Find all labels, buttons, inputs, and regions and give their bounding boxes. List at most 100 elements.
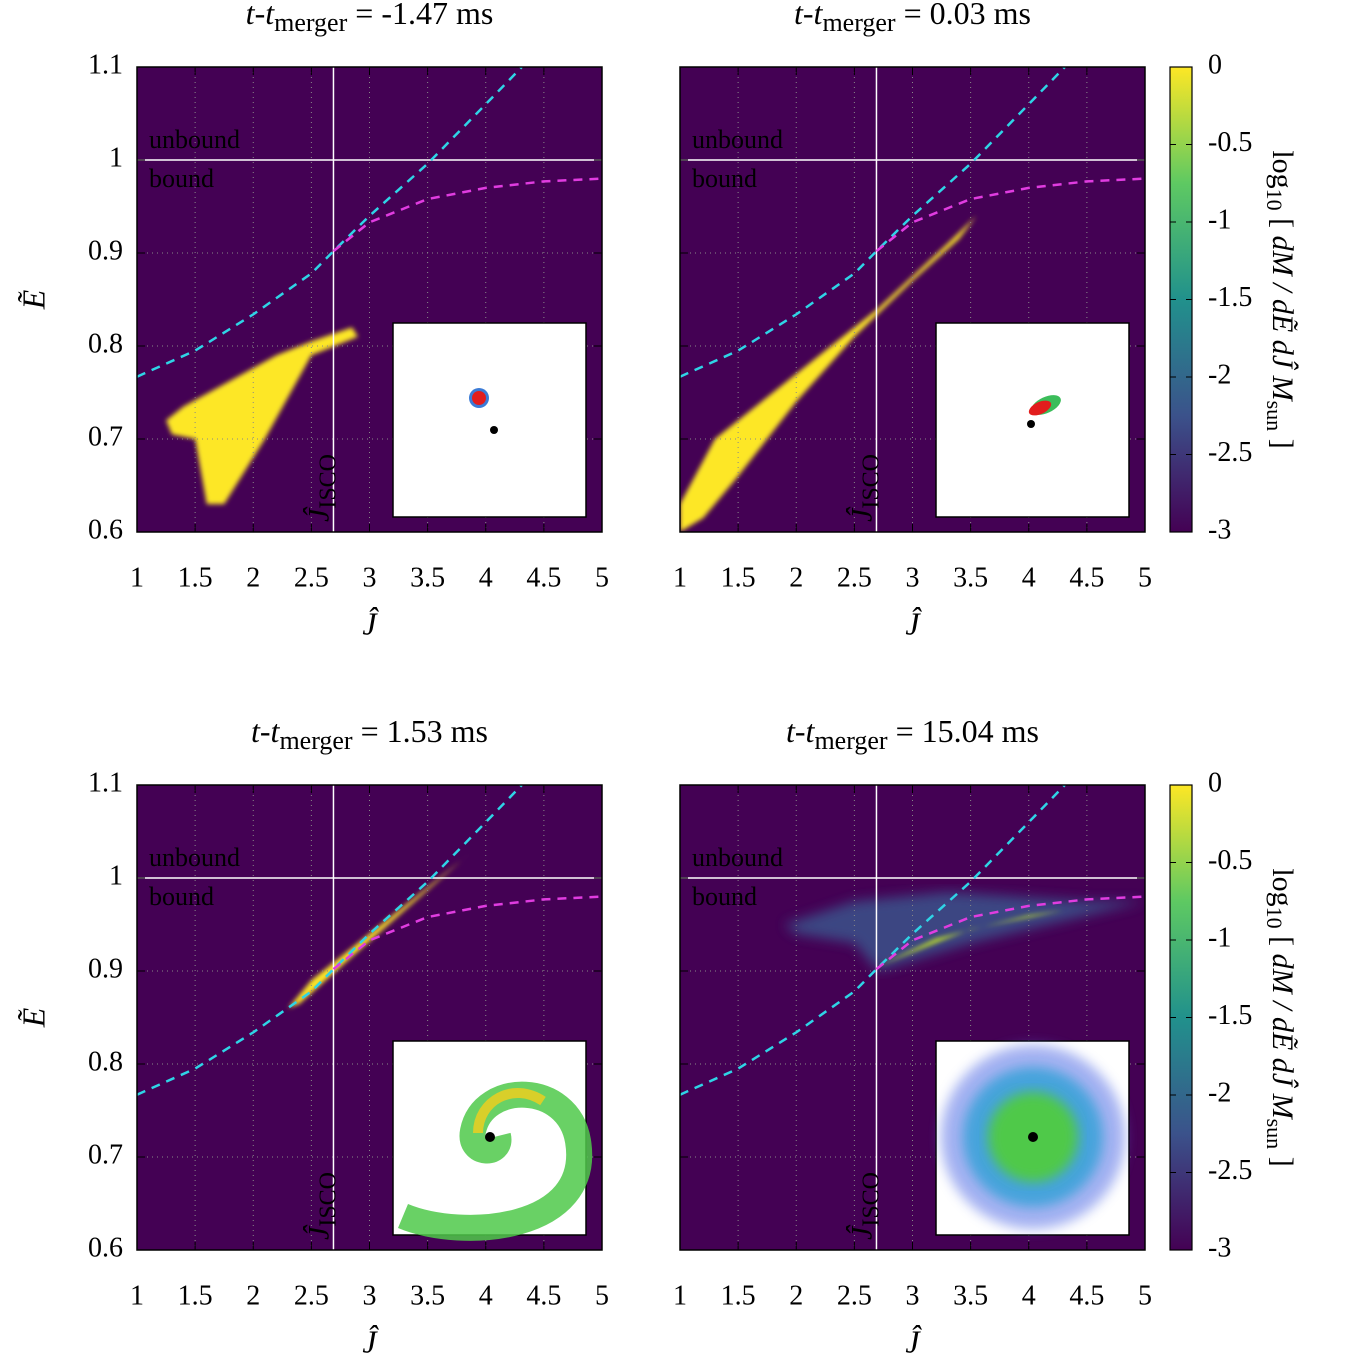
label-subscript: sun bbox=[1262, 401, 1287, 432]
plot-area bbox=[137, 67, 602, 532]
x-tick-label: 4.5 bbox=[1069, 562, 1104, 593]
title-subscript: merger bbox=[274, 8, 347, 37]
y-tick-label: 0.6 bbox=[88, 1232, 123, 1263]
inset-dot bbox=[1028, 1132, 1038, 1142]
label-part: dM / dẼ dĴ M bbox=[1266, 954, 1299, 1121]
colorbar-label: log10 [ dM / dẼ dĴ Msun ] bbox=[1262, 150, 1299, 448]
colorbar-tick-label: -0.5 bbox=[1208, 127, 1252, 158]
title-part: = 0.03 ms bbox=[896, 0, 1031, 31]
x-tick-label: 1 bbox=[130, 562, 144, 593]
unbound-label: unbound bbox=[692, 125, 783, 154]
plot-area bbox=[680, 67, 1145, 532]
x-tick-label: 5 bbox=[1138, 1280, 1152, 1311]
label-part: [ bbox=[1266, 929, 1299, 954]
x-tick-label: 4 bbox=[479, 1280, 493, 1311]
x-tick-label: 1 bbox=[673, 1280, 687, 1311]
title-part: t-t bbox=[251, 713, 281, 749]
y-tick-label: 0.7 bbox=[88, 421, 123, 452]
dashed-curve bbox=[680, 785, 1066, 1096]
x-tick-label: 3 bbox=[906, 562, 920, 593]
inset-frame bbox=[392, 322, 587, 518]
title-subscript: merger bbox=[279, 726, 352, 755]
title-part: = 15.04 ms bbox=[888, 713, 1039, 749]
colorbar-tick-label: -2.5 bbox=[1208, 437, 1252, 468]
x-tick-label: 2 bbox=[789, 562, 803, 593]
unbound-label: unbound bbox=[149, 125, 240, 154]
dashed-curve bbox=[875, 895, 1145, 971]
plot-frame bbox=[679, 66, 1146, 533]
x-axis-label: Ĵ bbox=[905, 1323, 922, 1359]
x-tick-label: 3 bbox=[906, 1280, 920, 1311]
x-tick-label: 2.5 bbox=[837, 562, 872, 593]
inset-blob bbox=[472, 391, 486, 405]
isco-subscript: ISCO bbox=[858, 1172, 884, 1227]
isco-symbol: Ĵ bbox=[302, 506, 335, 522]
x-tick-label: 2.5 bbox=[294, 1280, 329, 1311]
x-tick-label: 4.5 bbox=[526, 1280, 561, 1311]
title-part: t-t bbox=[794, 0, 824, 31]
title-part: = 1.53 ms bbox=[353, 713, 488, 749]
isco-symbol: Ĵ bbox=[302, 1224, 335, 1240]
isco-label: ĴISCO bbox=[302, 1172, 341, 1240]
bound-label: bound bbox=[692, 164, 757, 193]
y-tick-label: 1.1 bbox=[88, 767, 123, 798]
plot-frame bbox=[679, 784, 1146, 1251]
panel: 1 1.5 2 2.5 3 3.5 4 4.5 5unboundboundĴISCOt-tmer… bbox=[673, 713, 1299, 1359]
isco-subscript: ISCO bbox=[858, 454, 884, 509]
y-tick-label: 1.1 bbox=[88, 49, 123, 80]
x-tick-label: 2 bbox=[789, 1280, 803, 1311]
isco-subscript: ISCO bbox=[315, 1172, 341, 1227]
isco-label: ĴISCO bbox=[845, 454, 884, 522]
label-part: ] bbox=[1266, 431, 1299, 449]
label-subscript: 10 bbox=[1262, 907, 1287, 929]
x-tick-label: 1.5 bbox=[721, 562, 756, 593]
label-subscript: 10 bbox=[1262, 189, 1287, 211]
x-tick-label: 2 bbox=[246, 562, 260, 593]
colorbar-tick-label: -3 bbox=[1208, 1232, 1231, 1263]
x-tick-label: 2.5 bbox=[837, 1280, 872, 1311]
colorbar-tick-label: -1.5 bbox=[1208, 282, 1252, 313]
unbound-label: unbound bbox=[692, 843, 783, 872]
colorbar-tick-label: -2 bbox=[1208, 359, 1231, 390]
dashed-curve bbox=[875, 177, 1145, 253]
panel-title: t-tmerger = 15.04 ms bbox=[786, 713, 1039, 755]
colorbar-tick-label: -1.5 bbox=[1208, 1000, 1252, 1031]
colorbar-tick-label: -1 bbox=[1208, 922, 1231, 953]
inset bbox=[392, 322, 587, 518]
isco-label: ĴISCO bbox=[845, 1172, 884, 1240]
inset-dot bbox=[1027, 420, 1035, 428]
label-part: log bbox=[1266, 868, 1299, 906]
x-tick-label: 1.5 bbox=[178, 1280, 213, 1311]
x-axis-label: Ĵ bbox=[905, 605, 922, 641]
y-tick-label: 0.9 bbox=[88, 235, 123, 266]
panel-title: t-tmerger = -1.47 ms bbox=[246, 0, 494, 37]
x-tick-label: 2 bbox=[246, 1280, 260, 1311]
panel-title: t-tmerger = 1.53 ms bbox=[251, 713, 488, 755]
x-tick-label: 3.5 bbox=[410, 1280, 445, 1311]
density-region bbox=[166, 327, 358, 505]
colorbar-tick-label: 0 bbox=[1208, 49, 1222, 80]
panel-title: t-tmerger = 0.03 ms bbox=[794, 0, 1031, 37]
title-part: t-t bbox=[786, 713, 816, 749]
x-tick-label: 3.5 bbox=[953, 562, 988, 593]
colorbar-tick-label: -1 bbox=[1208, 204, 1231, 235]
isco-label: ĴISCO bbox=[302, 454, 341, 522]
y-axis-label: Ẽ bbox=[15, 1007, 51, 1028]
inset-frame bbox=[935, 322, 1130, 518]
colorbar-label: log10 [ dM / dẼ dĴ Msun ] bbox=[1262, 868, 1299, 1166]
title-subscript: merger bbox=[822, 8, 895, 37]
x-tick-label: 1.5 bbox=[721, 1280, 756, 1311]
inset bbox=[935, 322, 1130, 518]
isco-symbol: Ĵ bbox=[845, 1224, 878, 1240]
title-subscript: merger bbox=[814, 726, 887, 755]
colorbar-tick-label: -2.5 bbox=[1208, 1155, 1252, 1186]
x-tick-label: 4 bbox=[479, 562, 493, 593]
y-tick-label: 0.6 bbox=[88, 514, 123, 545]
bound-label: bound bbox=[149, 164, 214, 193]
x-tick-label: 3.5 bbox=[953, 1280, 988, 1311]
title-part: = -1.47 ms bbox=[347, 0, 493, 31]
x-tick-label: 3.5 bbox=[410, 562, 445, 593]
label-part: dM / dẼ dĴ M bbox=[1266, 236, 1299, 403]
plot-frame bbox=[136, 66, 603, 533]
